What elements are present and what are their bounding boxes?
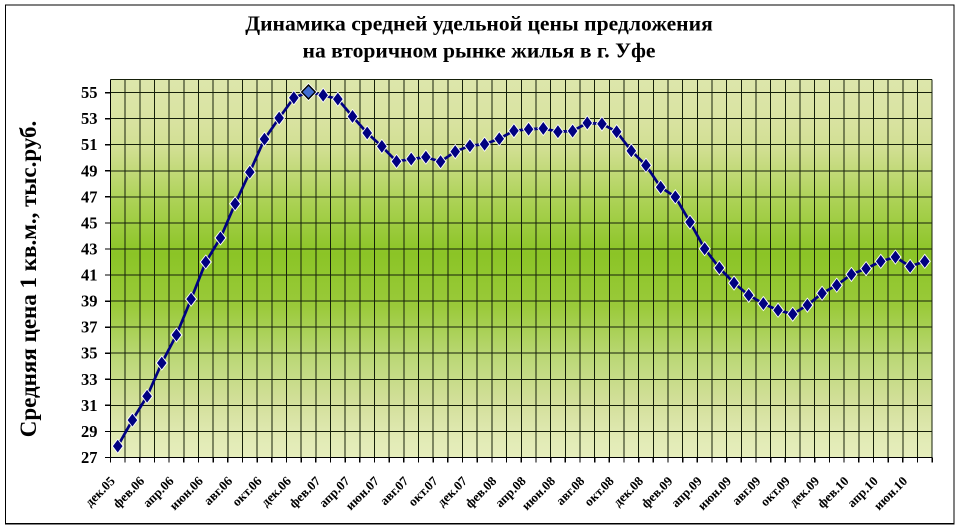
svg-text:37: 37 <box>81 318 98 337</box>
svg-text:33: 33 <box>81 370 98 389</box>
svg-text:авг.07: авг.07 <box>377 473 412 508</box>
svg-text:окт.09: окт.09 <box>757 473 793 509</box>
svg-text:авг.08: авг.08 <box>553 473 588 508</box>
svg-text:окт.08: окт.08 <box>581 473 617 509</box>
svg-text:29: 29 <box>81 422 98 441</box>
svg-text:июн.09: июн.09 <box>694 473 734 513</box>
svg-text:47: 47 <box>81 187 98 206</box>
svg-text:фев.08: фев.08 <box>462 473 500 511</box>
svg-text:июн.10: июн.10 <box>871 473 911 513</box>
svg-text:июн.07: июн.07 <box>342 473 382 513</box>
svg-text:авг.06: авг.06 <box>200 473 235 508</box>
svg-text:фев.06: фев.06 <box>110 473 148 511</box>
svg-text:53: 53 <box>81 109 98 128</box>
svg-text:41: 41 <box>81 266 98 285</box>
svg-text:51: 51 <box>81 135 98 154</box>
svg-text:27: 27 <box>81 448 98 467</box>
svg-text:фев.07: фев.07 <box>286 473 324 511</box>
svg-text:Динамика средней удельной цены: Динамика средней удельной цены предложен… <box>245 12 713 36</box>
svg-text:фев.09: фев.09 <box>638 473 676 511</box>
svg-text:45: 45 <box>81 213 98 232</box>
svg-text:35: 35 <box>81 344 98 363</box>
svg-text:43: 43 <box>81 239 98 258</box>
svg-text:фев.10: фев.10 <box>814 473 852 511</box>
svg-text:окт.06: окт.06 <box>229 473 265 509</box>
svg-text:июн.06: июн.06 <box>166 473 206 513</box>
svg-text:на вторичном рынке жилья в г.: на вторичном рынке жилья в г. Уфе <box>303 38 656 62</box>
svg-text:49: 49 <box>81 161 98 180</box>
svg-text:окт.07: окт.07 <box>405 473 441 509</box>
svg-text:июн.08: июн.08 <box>518 473 558 513</box>
svg-text:авг.09: авг.09 <box>729 473 764 508</box>
svg-text:31: 31 <box>81 396 98 415</box>
svg-text:Средняя цена 1 кв.м., тыс.руб.: Средняя цена 1 кв.м., тыс.руб. <box>16 121 41 438</box>
svg-text:55: 55 <box>81 83 98 102</box>
svg-text:39: 39 <box>81 292 98 311</box>
